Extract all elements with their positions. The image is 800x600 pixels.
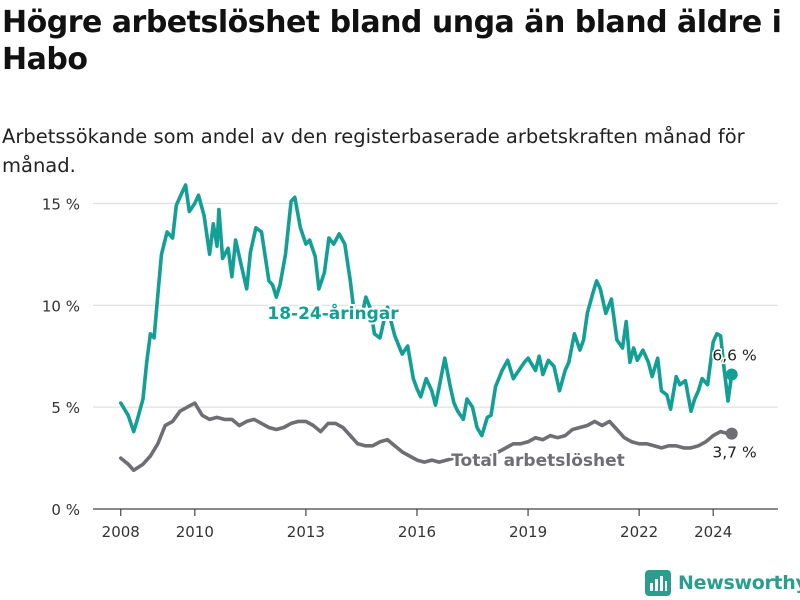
x-tick-label: 2010 bbox=[176, 523, 214, 541]
series-lines bbox=[119, 183, 738, 473]
series-labels: 6,6 % 3,7 % 18-24-åringar Total arbetslöshe… bbox=[265, 300, 758, 473]
newsworthy-logo-icon bbox=[645, 570, 671, 596]
y-tick-label: 0 % bbox=[51, 501, 80, 519]
x-axis: 2008 2010 2013 2016 2019 2022 2024 bbox=[102, 509, 732, 541]
y-axis-ticks: 0 % 5 % 10 % 15 % bbox=[42, 195, 80, 519]
x-tick-label: 2013 bbox=[287, 523, 325, 541]
x-tick-label: 2024 bbox=[694, 523, 732, 541]
end-label-youth: 6,6 % bbox=[712, 347, 756, 365]
annotation-youth: 18-24-åringar bbox=[267, 302, 399, 324]
endpoint-youth bbox=[725, 368, 738, 381]
y-tick-label: 15 % bbox=[42, 195, 80, 213]
end-label-total: 3,7 % bbox=[712, 444, 756, 462]
series-line-youth bbox=[119, 183, 734, 438]
endpoint-total bbox=[725, 427, 738, 440]
brand-name: Newsworthy bbox=[678, 572, 800, 594]
x-tick-label: 2022 bbox=[620, 523, 658, 541]
annotation-total: Total arbetslöshet bbox=[451, 451, 625, 471]
x-tick-label: 2008 bbox=[102, 523, 140, 541]
series-line-total bbox=[119, 401, 734, 473]
y-tick-label: 5 % bbox=[51, 399, 80, 417]
x-tick-label: 2019 bbox=[509, 523, 547, 541]
chart-title: Högre arbetslöshet bland unga än bland ä… bbox=[2, 5, 782, 77]
x-tick-label: 2016 bbox=[398, 523, 436, 541]
y-tick-label: 10 % bbox=[42, 297, 80, 315]
chart-subtitle: Arbetssökande som andel av den registerb… bbox=[2, 125, 745, 177]
grid-lines bbox=[93, 202, 778, 510]
newsworthy-brand: Newsworthy bbox=[645, 570, 800, 596]
